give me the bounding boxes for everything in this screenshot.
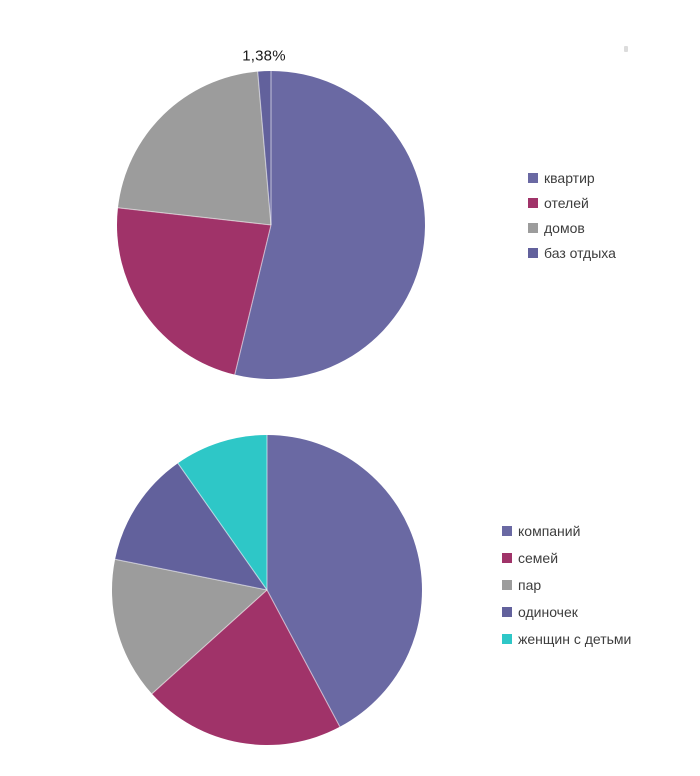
legend-item: пар <box>502 572 631 599</box>
artifact-speck <box>624 46 628 52</box>
legend-swatch <box>528 198 538 208</box>
slice-separator-line <box>266 589 341 728</box>
legend-item: одиночек <box>502 599 631 626</box>
pie-slice-1 <box>234 71 425 379</box>
pie-slice-3 <box>111 559 267 694</box>
pie-slice-4 <box>115 463 267 590</box>
legend-item: квартир <box>528 166 616 191</box>
accommodation-share-pie <box>116 71 425 379</box>
legend-swatch <box>528 173 538 183</box>
legend-swatch <box>502 580 512 590</box>
pie-slice-3 <box>117 71 272 225</box>
legend-label: одиночек <box>518 604 578 620</box>
guest-type-share-pie <box>111 434 422 745</box>
legend-swatch <box>502 634 512 644</box>
legend-swatch <box>502 526 512 536</box>
legend-item: семей <box>502 545 631 572</box>
accommodation-pie-legend: квартир отелей домов баз отдыха <box>528 166 616 266</box>
legend-swatch <box>502 607 512 617</box>
legend-label: семей <box>518 550 559 566</box>
legend-item: домов <box>528 216 616 241</box>
legend-item: отелей <box>528 191 616 216</box>
slice-separator-line <box>114 558 268 591</box>
legend-item: баз отдыха <box>528 241 616 266</box>
legend-label: квартир <box>544 170 595 186</box>
legend-swatch <box>528 248 538 258</box>
slice-separator-line <box>151 589 268 695</box>
legend-label: пар <box>518 577 542 593</box>
pie-slice-2 <box>116 207 271 375</box>
legend-label: компаний <box>518 523 581 539</box>
legend-label: домов <box>544 220 585 236</box>
legend-item: женщин с детьми <box>502 626 631 653</box>
legend-label: отелей <box>544 195 589 211</box>
pie-slice-5 <box>177 434 268 590</box>
legend-swatch <box>502 553 512 563</box>
slice-separator-line <box>117 207 272 226</box>
guest-types-pie-legend: компаний семей пар одиночек женщин с детьми <box>502 518 631 653</box>
legend-swatch <box>528 223 538 233</box>
legend-label: женщин с детьми <box>518 631 632 647</box>
slice-separator-line <box>234 224 272 375</box>
legend-label: баз отдыха <box>544 245 616 261</box>
legend-item: компаний <box>502 518 631 545</box>
slice-separator-line <box>257 71 272 226</box>
pie-slice-2 <box>151 590 340 745</box>
pie-slice-1 <box>267 435 422 727</box>
slice-separator-line <box>177 462 268 591</box>
slice-value-label: 1,38% <box>242 47 286 65</box>
